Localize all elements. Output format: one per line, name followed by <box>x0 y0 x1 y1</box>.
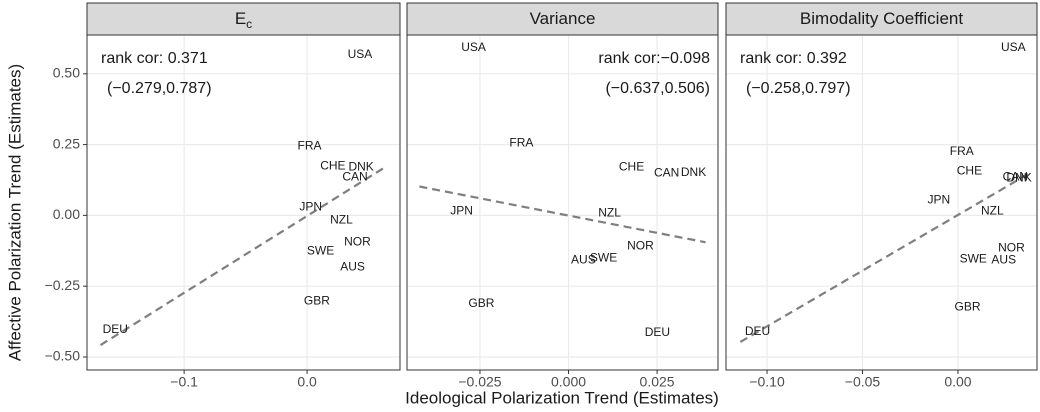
y-tick-label: −0.50 <box>45 348 81 364</box>
strip <box>406 2 719 36</box>
annotation: (−0.637,0.506) <box>605 80 710 97</box>
panel-border <box>86 34 401 371</box>
country-label: NZL <box>598 206 621 220</box>
y-axis-title: Affective Polarization Trend (Estimates) <box>5 64 24 361</box>
country-label: NZL <box>330 213 353 227</box>
annotation: rank cor:−0.098 <box>598 50 710 67</box>
annotation: (−0.279,0.787) <box>107 80 212 97</box>
country-label: GBR <box>304 293 330 307</box>
panel-background <box>726 35 1037 370</box>
country-label: FRA <box>298 139 322 153</box>
panel-background <box>407 35 718 370</box>
x-tick-label: −0.025 <box>458 374 501 390</box>
trend-line <box>419 185 706 244</box>
strip-title: Bimodality Coefficient <box>800 9 963 28</box>
x-tick-label: −0.10 <box>749 374 785 390</box>
x-tick-label: 0.0 <box>297 374 317 390</box>
country-label: AUS <box>991 252 1016 266</box>
annotation: rank cor: 0.371 <box>101 50 208 67</box>
country-label: CHE <box>320 159 345 173</box>
country-label: USA <box>461 40 486 54</box>
x-axis-title: Ideological Polarization Trend (Estimate… <box>405 388 719 407</box>
country-label: AUS <box>340 259 365 273</box>
country-label: NOR <box>998 240 1025 254</box>
y-tick-label: 0.00 <box>53 206 80 222</box>
x-tick-label: 0.025 <box>640 374 675 390</box>
country-label: NZL <box>981 204 1004 218</box>
country-label: FRA <box>509 136 533 150</box>
x-tick-label: 0.000 <box>551 374 586 390</box>
x-tick-label: −0.1 <box>170 374 198 390</box>
strip-title: Ec <box>235 9 252 31</box>
country-label: SWE <box>307 244 334 258</box>
country-label: NOR <box>344 234 371 248</box>
annotation: rank cor: 0.392 <box>740 50 847 67</box>
country-label: JPN <box>450 204 473 218</box>
panel-border <box>406 34 719 371</box>
strip-title-sub: c <box>246 17 252 31</box>
country-label: GBR <box>468 296 494 310</box>
country-label: CHE <box>957 164 982 178</box>
y-tick-label: 0.25 <box>53 135 80 151</box>
country-label: DNK <box>1006 171 1031 185</box>
country-label: NOR <box>627 238 654 252</box>
annotation: (−0.258,0.797) <box>746 80 851 97</box>
country-label: GBR <box>954 299 980 313</box>
country-label: SWE <box>960 251 987 265</box>
country-label: CAN <box>1003 170 1028 184</box>
panel-background <box>87 35 400 370</box>
strip-title-main: Bimodality Coefficient <box>800 9 963 28</box>
trend-line <box>739 171 1032 343</box>
country-label: DEU <box>745 324 770 338</box>
country-label: USA <box>348 47 373 61</box>
country-label: DNK <box>681 165 706 179</box>
country-label: JPN <box>299 200 322 214</box>
country-label: DEU <box>103 322 128 336</box>
country-label: USA <box>1001 40 1026 54</box>
country-label: CAN <box>654 166 679 180</box>
trend-line <box>99 166 386 347</box>
country-label: JPN <box>928 193 951 207</box>
country-label: DEU <box>645 325 670 339</box>
strip-title-main: Variance <box>530 9 596 28</box>
panel-border <box>725 34 1038 371</box>
strip-title-main: E <box>235 9 246 28</box>
y-tick-label: 0.50 <box>53 64 80 80</box>
country-label: FRA <box>950 144 974 158</box>
country-label: AUS <box>571 252 596 266</box>
country-label: CHE <box>619 160 644 174</box>
country-label: CAN <box>342 170 367 184</box>
country-label: DNK <box>348 160 373 174</box>
x-tick-label: −0.05 <box>845 374 881 390</box>
strip-title: Variance <box>530 9 596 28</box>
strip <box>86 2 401 36</box>
country-label: SWE <box>590 250 617 264</box>
x-tick-label: 0.00 <box>944 374 971 390</box>
y-tick-label: −0.25 <box>45 277 81 293</box>
